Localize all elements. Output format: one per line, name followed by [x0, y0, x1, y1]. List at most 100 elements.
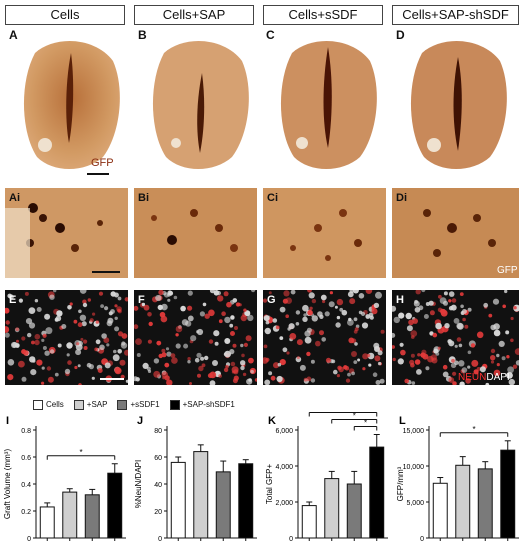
y-tick-label: 80	[154, 428, 162, 435]
panel-letter: J	[137, 415, 143, 427]
bar	[477, 468, 493, 539]
y-tick-label: 0.2	[21, 509, 31, 516]
bar	[455, 464, 471, 539]
bar-chart-neun-dapi: J %NeuN/DAPI 0 20 40 60 80	[134, 415, 257, 543]
y-tick-label: 0.4	[21, 482, 31, 489]
header-cells: Cells	[5, 5, 125, 25]
gfp-label: GFP	[91, 157, 114, 169]
bar	[346, 483, 362, 539]
spinal-section-c	[280, 41, 377, 169]
bar	[432, 482, 448, 539]
panel-letter-c: C	[266, 28, 275, 42]
y-tick-label: 6,000	[275, 428, 293, 435]
legend-swatch	[169, 400, 180, 410]
y-tick-label: 0	[420, 536, 424, 543]
sig-star: *	[353, 412, 356, 421]
bar	[170, 461, 186, 539]
spinal-section-d	[410, 41, 507, 169]
bar	[324, 478, 340, 539]
bar	[238, 463, 254, 539]
bar	[500, 449, 516, 539]
panel-letter: K	[268, 415, 276, 427]
y-tick-label: 2,000	[275, 500, 293, 507]
panel-letter-h: H	[396, 294, 404, 306]
panel-letter-a: A	[9, 28, 18, 42]
y-axis-label: GFP/mm³	[396, 466, 405, 501]
sig-star: *	[472, 425, 475, 434]
neun-label: NEUN	[458, 372, 487, 383]
y-tick-label: 60	[154, 455, 162, 462]
y-axis-label: %NeuN/DAPI	[134, 460, 143, 508]
y-axis-label: Total GFP+	[265, 464, 274, 505]
bar-chart-total-gfp: K Total GFP+ 0 2,000 4,000 6,000 * * *	[265, 412, 388, 543]
gfp-label-small: GFP	[497, 265, 518, 276]
sig-star: *	[364, 419, 367, 428]
legend-swatch	[73, 400, 84, 410]
legend-item: +SAP-shSDF1	[169, 400, 235, 410]
panel-letter-ai: Ai	[9, 192, 20, 204]
header-cells-ssdf: Cells+sSDF	[263, 5, 383, 25]
scale-bar-a	[87, 173, 109, 175]
y-tick-label: 5,000	[406, 500, 424, 507]
y-tick-label: 4,000	[275, 464, 293, 471]
photo-ai	[5, 188, 128, 278]
legend-swatch	[33, 400, 43, 410]
panel-letter-e: E	[9, 294, 17, 306]
photo-f	[134, 290, 257, 385]
panel-letter-ci: Ci	[267, 192, 278, 204]
y-axis-label: Graft Volume (mm³)	[3, 449, 12, 520]
photo-h	[392, 290, 519, 385]
photo-bi	[134, 188, 257, 278]
legend-item: +sSDF1	[117, 400, 160, 410]
y-tick-label: 20	[154, 509, 162, 516]
y-tick-label: 15,000	[403, 428, 425, 435]
y-tick-label: 0	[289, 536, 293, 543]
panel-letter: L	[399, 415, 406, 427]
y-tick-label: 0	[27, 536, 31, 543]
header-cells-sap: Cells+SAP	[134, 5, 254, 25]
sig-star: *	[79, 448, 82, 457]
legend-label: Cells	[46, 400, 64, 410]
y-tick-label: 40	[154, 482, 162, 489]
photo-g	[263, 290, 386, 385]
bar	[62, 491, 78, 539]
y-tick-label: 0.6	[21, 455, 31, 462]
legend-label: +SAP-shSDF1	[182, 400, 235, 410]
bar	[84, 494, 100, 539]
panel-letter-di: Di	[396, 192, 407, 204]
legend-swatch	[117, 400, 128, 410]
photo-e	[5, 290, 128, 385]
scale-bar-ai	[92, 271, 120, 273]
bar	[39, 506, 55, 539]
bar	[301, 505, 317, 539]
bar-chart-graft-volume: I Graft Volume (mm³) 0 0.2 0.4 0.6 0.8 *	[3, 415, 126, 543]
photo-ci	[263, 188, 386, 278]
bar	[193, 451, 209, 539]
legend-item: Cells	[33, 400, 64, 410]
legend-item: +SAP	[73, 400, 108, 410]
panel-letter-g: G	[267, 294, 276, 306]
y-tick-label: 0.8	[21, 428, 31, 435]
y-tick-label: 0	[158, 536, 162, 543]
panel-letter-d: D	[396, 28, 405, 42]
spinal-section-b	[152, 41, 249, 169]
bar	[369, 446, 385, 539]
scale-bar-e	[100, 378, 124, 380]
panel-letter-bi: Bi	[138, 192, 149, 204]
panel-letter-b: B	[138, 28, 147, 42]
panel-letter: I	[6, 415, 9, 427]
panel-letter-f: F	[138, 294, 145, 306]
legend-label: +SAP	[86, 400, 108, 410]
bar-chart-gfp-density: L GFP/mm³ 0 5,000 10,000 15,000 *	[396, 415, 519, 543]
header-cells-sap-shsdf: Cells+SAP-shSDF	[392, 5, 519, 25]
y-tick-label: 10,000	[403, 464, 425, 471]
legend: Cells +SAP +sSDF1 +SAP-shSDF1	[33, 400, 235, 410]
spinal-section-a	[23, 41, 120, 169]
photo-di	[392, 188, 519, 278]
bar	[215, 471, 231, 539]
bar	[107, 472, 123, 539]
dapi-label: DAPI	[486, 372, 510, 383]
sig-star: *	[341, 412, 344, 414]
stain-label: NEUNDAPI	[458, 372, 510, 383]
legend-label: +sSDF1	[130, 400, 160, 410]
